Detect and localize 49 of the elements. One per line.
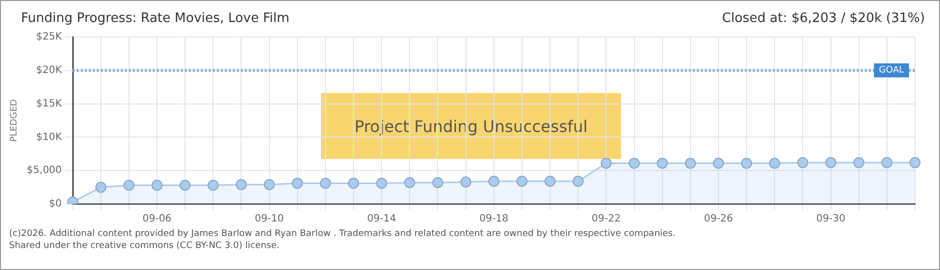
point [376,178,388,189]
point [544,176,556,187]
point [208,180,219,191]
point [236,179,247,190]
y-tick-label: $0 [49,198,62,210]
y-tick-label: $15K [36,98,62,110]
point [825,157,836,168]
point [95,182,106,193]
point [656,158,668,169]
point [600,158,612,169]
point [123,180,134,191]
point [881,157,892,168]
x-tick-label: 09-14 [367,214,396,225]
point [404,177,416,188]
point [320,178,331,189]
text: Shared under the creative commons (CC BY-NC 3.0) license. [9,240,281,252]
point [292,178,303,189]
x-tick-label: 09-06 [142,214,172,225]
point [910,157,920,168]
point [516,176,528,187]
y-tick-label: $20K [36,64,62,76]
x-tick-label: 09-30 [816,214,846,225]
y-tick-label: $10K [36,132,62,143]
point [769,158,780,169]
text: (c)2026. Additional content provided by James Barlow and Ryan Barlow . Trademarks and related content are owned by their respective companies. [9,228,677,240]
x-tick-label: 09-10 [254,214,284,225]
ref-line-label: GOAL [878,66,904,76]
point [488,176,500,187]
point [348,178,360,189]
point [460,176,472,188]
point [853,157,864,168]
x-tick-label: 09-22 [592,214,621,225]
point [684,158,696,169]
point [741,158,752,169]
chart-title: Funding Progress: Rate Movies, Love Film [21,11,290,26]
point [152,180,163,191]
point [432,177,444,188]
point [264,179,275,190]
point [797,157,808,168]
point [180,180,191,191]
point [628,158,640,169]
x-tick-label: 09-26 [704,214,734,225]
point [572,176,584,187]
point [712,158,724,169]
y-tick-label: $5,000 [26,165,62,176]
y-tick-label: $25K [36,32,62,43]
chart-subtitle: Closed at: $6,203 / $20k (31%) [722,11,925,26]
x-tick-label: 09-18 [479,214,508,225]
y-axis-title: PLEDGED [10,99,20,142]
